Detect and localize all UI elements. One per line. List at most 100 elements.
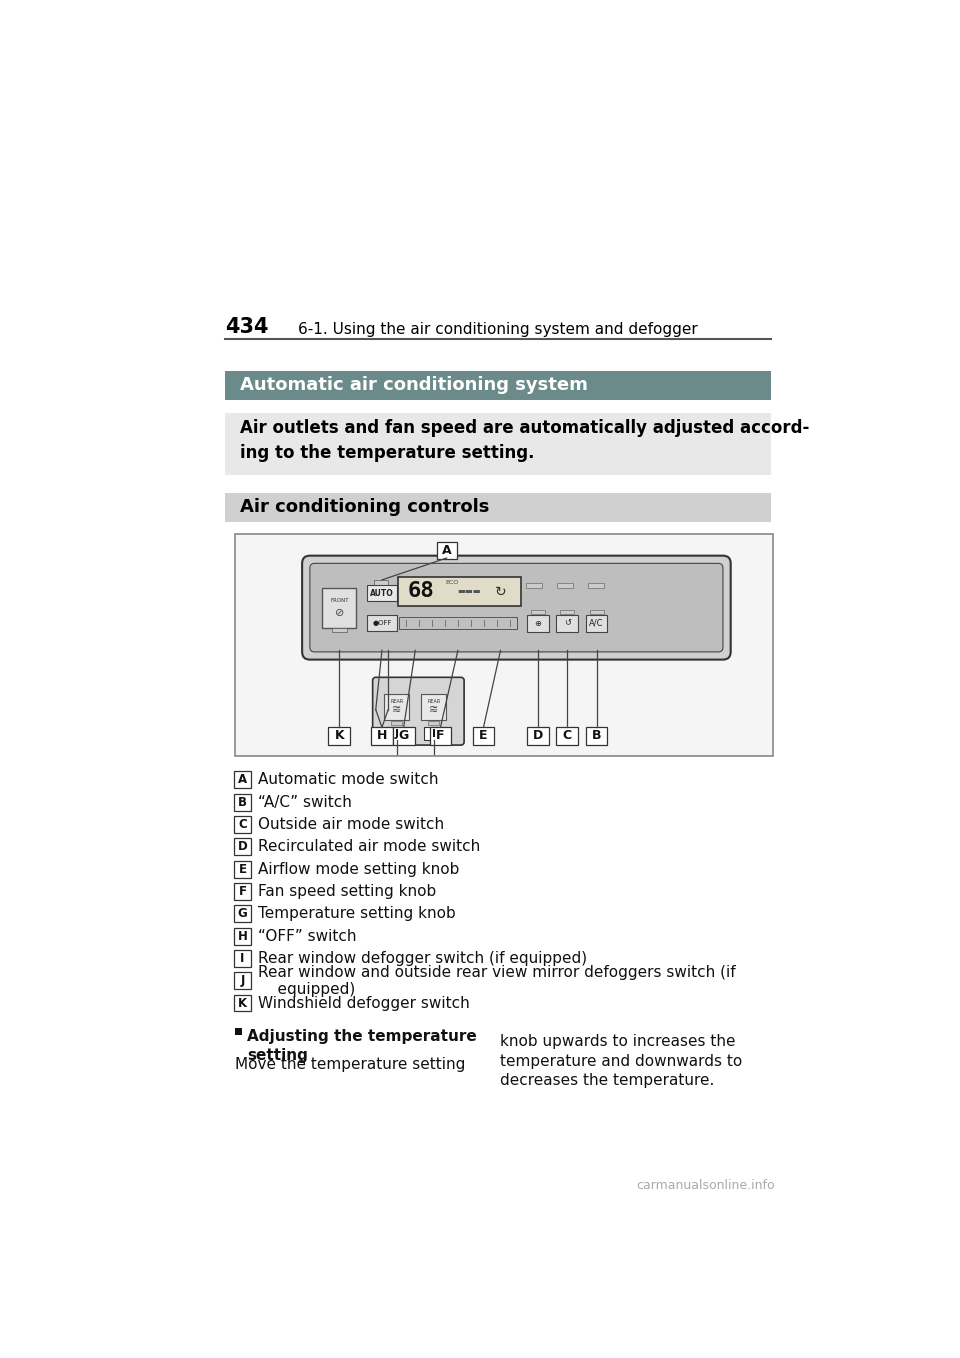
- FancyBboxPatch shape: [421, 694, 446, 721]
- Text: E: E: [479, 729, 488, 743]
- FancyBboxPatch shape: [328, 727, 350, 746]
- FancyBboxPatch shape: [234, 771, 251, 788]
- Text: H: H: [376, 729, 387, 743]
- Text: ↻: ↻: [494, 584, 506, 599]
- Bar: [588, 583, 604, 588]
- Text: J: J: [240, 974, 245, 987]
- Text: Airflow mode setting knob: Airflow mode setting knob: [258, 861, 459, 876]
- Text: “OFF” switch: “OFF” switch: [258, 929, 356, 944]
- FancyBboxPatch shape: [234, 816, 251, 832]
- Text: D: D: [533, 729, 542, 743]
- Text: D: D: [237, 841, 248, 853]
- Text: 434: 434: [225, 316, 268, 337]
- FancyBboxPatch shape: [225, 413, 771, 475]
- Bar: [428, 721, 440, 725]
- FancyBboxPatch shape: [302, 555, 731, 660]
- FancyBboxPatch shape: [372, 727, 393, 746]
- FancyBboxPatch shape: [437, 542, 457, 558]
- Text: A: A: [442, 543, 451, 557]
- FancyBboxPatch shape: [393, 727, 415, 746]
- Text: Rear window defogger switch (if equipped): Rear window defogger switch (if equipped…: [258, 951, 588, 966]
- Text: ▬▬▬: ▬▬▬: [458, 587, 481, 596]
- Text: AUTO: AUTO: [370, 588, 394, 598]
- Text: K: K: [238, 997, 247, 1009]
- Text: 68: 68: [408, 581, 435, 602]
- Text: carmanualsonline.info: carmanualsonline.info: [636, 1179, 775, 1192]
- Bar: [531, 610, 544, 614]
- FancyBboxPatch shape: [234, 949, 251, 967]
- FancyBboxPatch shape: [430, 727, 451, 746]
- Text: ECO: ECO: [445, 580, 459, 585]
- FancyBboxPatch shape: [398, 577, 521, 606]
- Text: F: F: [238, 885, 247, 898]
- FancyBboxPatch shape: [310, 564, 723, 652]
- Text: B: B: [592, 729, 601, 743]
- Text: G: G: [237, 907, 248, 921]
- FancyBboxPatch shape: [586, 615, 608, 631]
- Text: ↺: ↺: [564, 618, 570, 627]
- FancyBboxPatch shape: [368, 615, 396, 630]
- Text: G: G: [398, 729, 409, 743]
- Text: J: J: [395, 728, 398, 739]
- Text: E: E: [238, 862, 247, 876]
- FancyBboxPatch shape: [368, 585, 396, 600]
- FancyBboxPatch shape: [225, 371, 771, 401]
- Bar: [557, 583, 572, 588]
- FancyBboxPatch shape: [399, 617, 516, 629]
- Text: H: H: [237, 929, 248, 942]
- Bar: [561, 610, 574, 614]
- FancyBboxPatch shape: [472, 727, 494, 746]
- FancyBboxPatch shape: [557, 727, 578, 746]
- Text: Air outlets and fan speed are automatically adjusted accord-
ing to the temperat: Air outlets and fan speed are automatica…: [240, 420, 809, 462]
- Bar: [374, 580, 388, 584]
- Text: Recirculated air mode switch: Recirculated air mode switch: [258, 839, 480, 854]
- FancyBboxPatch shape: [234, 972, 251, 989]
- Bar: [331, 629, 348, 633]
- FancyBboxPatch shape: [225, 493, 771, 521]
- Text: K: K: [334, 729, 344, 743]
- Bar: [589, 610, 604, 614]
- Text: Outside air mode switch: Outside air mode switch: [258, 818, 444, 832]
- Text: Air conditioning controls: Air conditioning controls: [240, 498, 490, 516]
- Text: Automatic mode switch: Automatic mode switch: [258, 773, 439, 788]
- Text: Temperature setting knob: Temperature setting knob: [258, 906, 456, 921]
- FancyBboxPatch shape: [527, 615, 548, 631]
- FancyBboxPatch shape: [234, 906, 251, 922]
- FancyBboxPatch shape: [234, 793, 251, 811]
- Text: FRONT: FRONT: [330, 598, 348, 603]
- Bar: [392, 721, 402, 725]
- Text: Automatic air conditioning system: Automatic air conditioning system: [240, 376, 588, 394]
- FancyBboxPatch shape: [557, 615, 578, 631]
- Text: Move the temperature setting: Move the temperature setting: [234, 1057, 465, 1071]
- Text: ⊘: ⊘: [335, 608, 344, 618]
- Text: Adjusting the temperature
setting: Adjusting the temperature setting: [247, 1029, 477, 1063]
- FancyBboxPatch shape: [234, 883, 251, 900]
- Text: C: C: [563, 729, 572, 743]
- FancyBboxPatch shape: [384, 694, 409, 721]
- Text: knob upwards to increases the
temperature and downwards to
decreases the tempera: knob upwards to increases the temperatur…: [500, 1033, 742, 1088]
- FancyBboxPatch shape: [527, 727, 548, 746]
- Text: I: I: [432, 728, 436, 739]
- Text: Fan speed setting knob: Fan speed setting knob: [258, 884, 436, 899]
- Bar: [234, 1028, 242, 1035]
- Text: REAR: REAR: [427, 699, 441, 705]
- FancyBboxPatch shape: [387, 727, 407, 740]
- Text: Windshield defogger switch: Windshield defogger switch: [258, 995, 469, 1010]
- Text: ≋: ≋: [392, 705, 401, 714]
- FancyBboxPatch shape: [423, 727, 444, 740]
- FancyBboxPatch shape: [234, 994, 251, 1012]
- FancyBboxPatch shape: [372, 678, 464, 746]
- Text: REAR: REAR: [390, 699, 403, 705]
- FancyBboxPatch shape: [234, 928, 251, 945]
- FancyBboxPatch shape: [234, 838, 251, 856]
- Text: C: C: [238, 818, 247, 831]
- FancyBboxPatch shape: [234, 534, 773, 756]
- Text: 6-1. Using the air conditioning system and defogger: 6-1. Using the air conditioning system a…: [299, 322, 698, 337]
- Text: “A/C” switch: “A/C” switch: [258, 794, 351, 809]
- Text: F: F: [436, 729, 444, 743]
- Text: Rear window and outside rear view mirror defoggers switch (if
    equipped): Rear window and outside rear view mirror…: [258, 964, 735, 997]
- Text: ≋: ≋: [429, 705, 439, 714]
- Text: ●OFF: ●OFF: [372, 621, 392, 626]
- Bar: [526, 583, 541, 588]
- Text: ⊕: ⊕: [534, 618, 541, 627]
